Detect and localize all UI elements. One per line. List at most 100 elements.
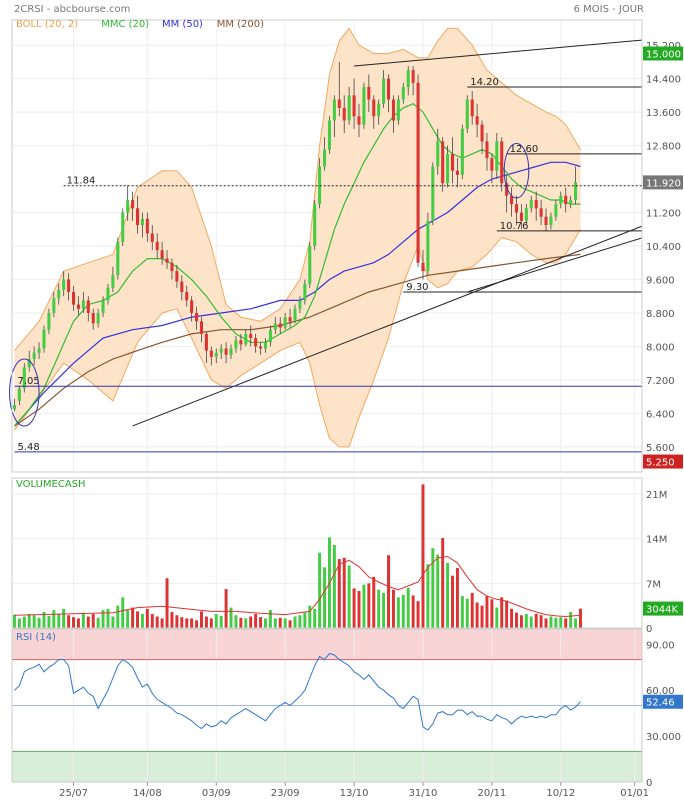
level-label: 7.05 bbox=[17, 376, 39, 387]
candle-body bbox=[32, 352, 36, 359]
bollinger-band bbox=[14, 28, 581, 447]
bollinger-lower bbox=[14, 229, 581, 448]
volume-bar bbox=[81, 612, 85, 628]
candle-body bbox=[357, 116, 361, 125]
volume-bar bbox=[76, 618, 80, 628]
candle-body bbox=[209, 350, 213, 357]
candle-body bbox=[298, 300, 302, 309]
volume-bar bbox=[534, 613, 538, 628]
candle-body bbox=[510, 195, 514, 205]
x-tick-label: 20/11 bbox=[477, 788, 506, 799]
volume-bar bbox=[524, 613, 528, 628]
volume-bar bbox=[515, 612, 518, 628]
candle-body bbox=[332, 99, 336, 121]
volume-bar bbox=[264, 618, 267, 628]
volume-bar bbox=[372, 576, 376, 628]
level-label: 9.30 bbox=[406, 282, 428, 293]
highlight-circle bbox=[9, 358, 40, 427]
volume-bar bbox=[239, 617, 243, 628]
volume-bar bbox=[17, 618, 21, 628]
x-tick-label: 25/07 bbox=[59, 788, 88, 799]
candle-body bbox=[273, 323, 277, 330]
volume-bar bbox=[224, 589, 228, 628]
level-label: 5.48 bbox=[17, 442, 39, 453]
candle-body bbox=[224, 348, 228, 355]
rsi-tick-label: 60.00 bbox=[646, 686, 675, 697]
volume-bar bbox=[564, 618, 568, 628]
volume-bar bbox=[480, 605, 484, 628]
price-tick-label: 10.400 bbox=[646, 242, 681, 253]
x-tick-label: 31/10 bbox=[409, 788, 438, 799]
x-tick-label: 01/01 bbox=[620, 788, 649, 799]
candle-body bbox=[549, 216, 553, 226]
volume-bar bbox=[460, 596, 464, 628]
volume-bar bbox=[510, 608, 514, 628]
candle-body bbox=[42, 329, 46, 349]
volume-frame bbox=[11, 477, 643, 629]
ticker-title: 2CRSI - abcbourse.com bbox=[14, 4, 130, 15]
volume-bar bbox=[37, 617, 41, 628]
candle-body bbox=[446, 153, 450, 184]
candle-body bbox=[391, 99, 395, 121]
candle-body bbox=[450, 153, 455, 171]
volume-bar bbox=[431, 548, 435, 628]
volume-bar bbox=[549, 616, 553, 628]
period-label: 6 MOIS - JOUR bbox=[574, 4, 644, 15]
rsi-tick-label: 0 bbox=[646, 778, 652, 789]
candle-body bbox=[239, 340, 243, 345]
price-tag-box bbox=[643, 46, 683, 61]
candle-body bbox=[303, 283, 307, 301]
candle-body bbox=[160, 250, 164, 259]
volume-bar bbox=[298, 615, 302, 628]
volume-bar bbox=[106, 608, 110, 628]
candle-body bbox=[268, 329, 272, 343]
volume-tag-text: 3044K bbox=[646, 605, 678, 616]
volume-bar bbox=[259, 617, 263, 628]
volume-bar bbox=[47, 615, 51, 628]
candle-body bbox=[308, 246, 312, 284]
price-tag: 11.920 bbox=[643, 175, 683, 190]
candle-body bbox=[91, 312, 95, 324]
candle-body bbox=[150, 233, 154, 242]
rsi-zone bbox=[12, 629, 642, 660]
candle-body bbox=[313, 204, 317, 246]
volume-bar bbox=[357, 590, 361, 628]
volume-bar bbox=[140, 613, 144, 628]
volume-bar bbox=[500, 597, 504, 628]
volume-bar bbox=[145, 608, 149, 628]
volume-bar bbox=[86, 616, 90, 628]
candle-body bbox=[524, 208, 528, 221]
volume-bar bbox=[131, 607, 135, 628]
candle-body bbox=[352, 95, 356, 117]
volume-bar bbox=[347, 565, 351, 628]
volume-bar bbox=[155, 616, 159, 628]
price-frame bbox=[11, 19, 643, 473]
volume-bar bbox=[377, 589, 381, 628]
volume-bar bbox=[27, 613, 31, 628]
volume-bar bbox=[42, 612, 46, 628]
candle-body bbox=[185, 292, 189, 301]
volume-panel: 21M 14M 7M 0 VOLUMECASH 3044K bbox=[11, 477, 683, 635]
volume-bar bbox=[180, 617, 184, 628]
volume-bar bbox=[446, 562, 450, 628]
rsi-tag: 52.46 bbox=[643, 694, 683, 709]
volume-bar bbox=[229, 607, 233, 628]
volume-bar bbox=[485, 596, 489, 628]
candle-body bbox=[214, 352, 218, 357]
price-tick-label: 6.400 bbox=[646, 409, 675, 420]
candle-body bbox=[362, 86, 366, 125]
rsi-tick-label: 30.000 bbox=[646, 732, 681, 743]
volume-bar bbox=[362, 584, 366, 628]
rsi-panel: 90.00 60.00 30.000 0 RSI (14) 52.46 bbox=[11, 628, 683, 789]
candle-body bbox=[455, 170, 459, 175]
candle-body bbox=[544, 216, 548, 226]
candle-body bbox=[436, 141, 440, 167]
price-tick-label: 8.800 bbox=[646, 309, 675, 320]
bollinger-upper bbox=[14, 27, 581, 351]
date-axis: 25/07 14/08 03/09 23/09 13/10 31/10 20/11 10/12… bbox=[59, 782, 649, 799]
volume-bar bbox=[185, 618, 189, 628]
mm50-line bbox=[14, 161, 581, 427]
candle-body bbox=[337, 99, 341, 108]
volume-bar bbox=[318, 552, 322, 628]
